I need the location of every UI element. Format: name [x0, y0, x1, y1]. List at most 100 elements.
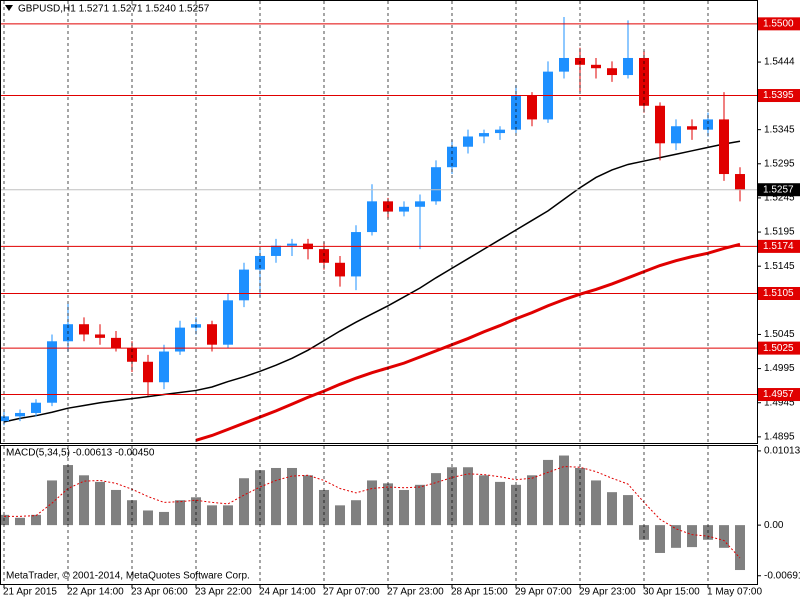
candle-body	[431, 167, 441, 202]
x-tick-label: 1 May 07:00	[707, 587, 762, 598]
macd-plot	[1, 455, 745, 571]
candle-body	[559, 57, 569, 72]
macd-bar	[687, 525, 697, 548]
candle-body	[463, 136, 473, 147]
candle-body	[719, 119, 729, 175]
macd-signal	[4, 466, 741, 559]
symbol-icon	[5, 5, 13, 11]
macd-bar	[415, 484, 425, 526]
macd-bar	[175, 500, 185, 526]
price-label-box	[758, 286, 800, 300]
macd-bar	[335, 505, 345, 526]
macd-bar	[527, 475, 537, 526]
price-label-box	[758, 17, 800, 31]
macd-bar	[303, 475, 313, 526]
candle-body	[95, 334, 105, 338]
macd-bar	[511, 484, 521, 526]
candle-body	[127, 348, 137, 362]
candle-body	[111, 337, 121, 349]
price-label: 1.5500	[763, 18, 794, 29]
y-tick-label: 1.5245	[764, 193, 795, 204]
candle-body	[175, 327, 185, 352]
macd-bar	[479, 475, 489, 526]
candle-body	[1, 416, 9, 422]
price-label: 1.5174	[763, 241, 794, 252]
candle-body	[415, 201, 425, 207]
candle-body	[207, 324, 217, 345]
current-price-box	[758, 183, 800, 197]
macd-bar	[383, 483, 393, 526]
y-tick-label: 1.5295	[764, 158, 795, 169]
macd-bar	[223, 505, 233, 526]
macd-bar	[271, 467, 281, 526]
candle-body	[15, 412, 25, 417]
current-price-label: 1.5257	[763, 184, 794, 195]
candle-body	[479, 133, 489, 137]
y-tick-label: 1.4945	[764, 397, 795, 408]
y-tick-label: 1.5045	[764, 329, 795, 340]
candle-body	[367, 201, 377, 233]
price-label-box	[758, 239, 800, 253]
candle-body	[79, 324, 89, 335]
candle-body	[399, 206, 409, 212]
macd-bar	[351, 500, 361, 526]
macd-bar	[431, 473, 441, 526]
candle-body	[735, 174, 745, 190]
price-label-box	[758, 341, 800, 355]
macd-bar	[671, 525, 681, 548]
candle-body	[687, 126, 697, 130]
candle-body	[287, 243, 297, 246]
macd-bar	[111, 489, 121, 526]
x-tick-label: 23 Apr 22:00	[195, 587, 252, 598]
price-label-box	[758, 388, 800, 402]
macd-bar	[15, 517, 25, 526]
price-label-box	[758, 89, 800, 103]
macd-title: MACD(5,34,5) -0.00613 -0.00450	[6, 448, 155, 459]
candle-body	[159, 351, 169, 383]
price-label: 1.5105	[763, 288, 794, 299]
main-panel-frame	[0, 0, 758, 444]
candle-body	[271, 245, 281, 256]
candle-body	[703, 119, 713, 130]
candle-body	[495, 129, 505, 134]
x-tick-label: 22 Apr 14:00	[67, 587, 124, 598]
y-tick-label: 1.5444	[764, 57, 795, 68]
price-label: 1.4957	[763, 389, 794, 400]
macd-bar	[1, 514, 9, 526]
candle-body	[47, 341, 57, 403]
macd-bar	[287, 467, 297, 526]
macd-bar	[143, 510, 153, 526]
y-tick-label: 1.5195	[764, 227, 795, 238]
candle-body	[655, 105, 665, 144]
y-tick-label: 1.5145	[764, 261, 795, 272]
x-tick-label: 28 Apr 15:00	[451, 587, 508, 598]
macd-bar	[367, 480, 377, 526]
macd-bar	[31, 514, 41, 526]
y-tick-label: 1.4895	[764, 431, 795, 442]
macd-bar	[735, 525, 745, 571]
x-tick-label: 29 Apr 07:00	[515, 587, 572, 598]
macd-bar	[591, 480, 601, 526]
y-tick-label: 1.4995	[764, 363, 795, 374]
y-tick-label: 0.01013	[764, 446, 800, 457]
candle-body	[591, 64, 601, 69]
macd-bar	[607, 492, 617, 526]
x-tick-label: 21 Apr 2015	[3, 587, 57, 598]
chart-title: GBPUSD,H1 1.5271 1.5271 1.5240 1.5257	[18, 4, 210, 15]
macd-bar	[191, 497, 201, 526]
candle-body	[527, 95, 537, 120]
copyright: MetaTrader, © 2001-2014, MetaQuotes Soft…	[6, 571, 250, 582]
macd-bar	[655, 525, 665, 553]
candle-body	[335, 262, 345, 277]
x-tick-label: 27 Apr 07:00	[323, 587, 380, 598]
macd-bar	[399, 489, 409, 526]
y-tick-label: -0.00691	[764, 570, 800, 581]
y-tick-label: 0.00	[764, 520, 784, 531]
candle-body	[239, 269, 249, 301]
x-tick-label: 29 Apr 23:00	[579, 587, 636, 598]
price-label: 1.5025	[763, 343, 794, 354]
candle-body	[351, 232, 361, 277]
candle-body	[607, 68, 617, 76]
